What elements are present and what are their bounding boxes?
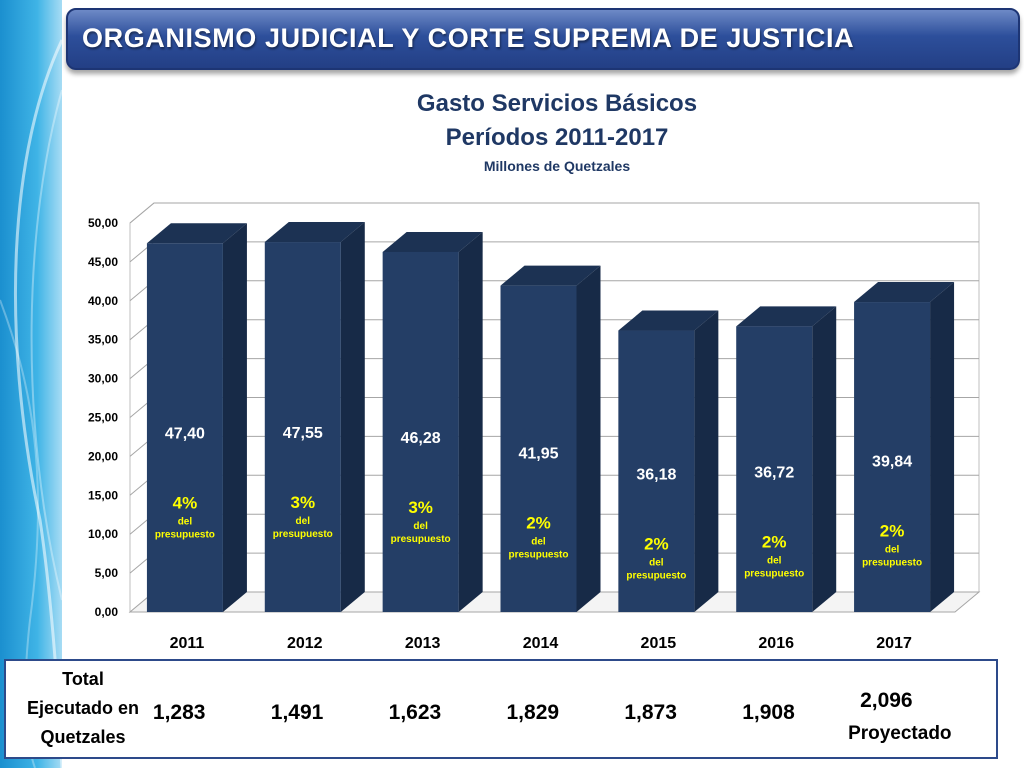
bar-percent-sub-label: del — [649, 558, 664, 569]
x-tick-label: 2015 — [641, 635, 677, 652]
bar-percent-sub-label: del — [885, 544, 900, 555]
totals-label-line: Total — [62, 669, 104, 689]
page-title: ORGANISMO JUDICIAL Y CORTE SUPREMA DE JU… — [82, 23, 855, 53]
bar-chart: 0,00 5,00 10,00 15,00 20,00 25,00 30,00 35,00 40… — [88, 202, 981, 652]
bar-top — [382, 231, 483, 252]
bar-top — [618, 310, 719, 331]
bar-value-label: 47,55 — [283, 425, 323, 442]
totals-label-line: Ejecutado en — [26, 698, 140, 718]
bar-percent-sub-label: presupuesto — [273, 529, 333, 540]
bar — [500, 285, 577, 612]
gridline — [129, 202, 979, 224]
bar-percent-sub-label: del — [178, 517, 193, 528]
y-tick-label: 35,00 — [88, 333, 118, 347]
bar-value-label: 39,84 — [872, 453, 912, 470]
bar-percent-sub-label: del — [767, 556, 782, 567]
y-tick-label: 20,00 — [88, 449, 118, 463]
totals-label-line: Quetzales — [40, 727, 126, 747]
bar-percent-sub-label: presupuesto — [744, 569, 804, 580]
y-tick-label: 15,00 — [88, 488, 118, 502]
bar-value-label: 36,72 — [754, 465, 794, 482]
bar-percent-sub-label: del — [413, 521, 428, 532]
bar-side — [812, 306, 837, 612]
bar-top — [736, 306, 837, 327]
bar — [736, 326, 813, 612]
bar-percent-label: 2% — [644, 535, 669, 554]
y-tick-label: 40,00 — [88, 294, 118, 308]
bar-top — [264, 222, 365, 243]
bar-percent-sub-label: presupuesto — [508, 550, 568, 561]
total-value-2013: 1,623 — [388, 701, 442, 724]
bar — [264, 242, 341, 612]
y-tick-label: 25,00 — [88, 411, 118, 425]
y-tick-label: 50,00 — [88, 216, 118, 230]
bar-side — [458, 231, 483, 613]
bar-side — [576, 265, 601, 612]
x-tick-label: 2017 — [876, 635, 912, 652]
chart-period-title: Períodos 2011-2017 — [445, 124, 669, 151]
total-value-2017: 2,096 — [860, 689, 913, 712]
y-tick-label: 30,00 — [88, 372, 118, 386]
bar — [146, 243, 223, 612]
bar-side — [694, 310, 719, 612]
totals-table: Total Ejecutado en Quetzales 1,283 1,491… — [4, 659, 998, 759]
bar — [382, 251, 459, 613]
x-tick-label: 2016 — [758, 635, 794, 652]
chart-unit-subtitle: Millones de Quetzales — [483, 158, 631, 174]
bar-percent-label: 2% — [762, 533, 787, 552]
bar — [618, 330, 695, 612]
bar-side — [930, 282, 955, 612]
bar-percent-label: 2% — [526, 514, 551, 533]
bar-top — [854, 282, 955, 303]
y-tick-label: 10,00 — [88, 527, 118, 541]
x-tick-label: 2012 — [287, 635, 323, 652]
bar-percent-sub-label: del — [531, 537, 546, 548]
chart-title: Gasto Servicios Básicos — [416, 90, 698, 117]
y-tick-label: 5,00 — [95, 566, 119, 580]
y-tick-label: 0,00 — [95, 605, 119, 619]
title-banner: ORGANISMO JUDICIAL Y CORTE SUPREMA DE JU… — [66, 8, 1020, 70]
bar-side — [222, 223, 247, 612]
bar-percent-sub-label: presupuesto — [391, 534, 451, 545]
total-value-2012: 1,491 — [270, 701, 324, 724]
bar-percent-label: 2% — [880, 521, 905, 540]
x-tick-label: 2013 — [405, 635, 441, 652]
x-tick-label: 2014 — [523, 635, 559, 652]
decorative-side-panel — [0, 0, 62, 768]
bar-percent-sub-label: del — [296, 516, 311, 527]
bar-percent-label: 3% — [408, 498, 433, 517]
projected-note: Proyectado — [848, 723, 952, 744]
bar-percent-label: 4% — [173, 494, 198, 513]
total-value-2015: 1,873 — [624, 701, 677, 724]
bar — [854, 302, 931, 612]
bar-percent-sub-label: presupuesto — [862, 557, 922, 568]
bar-top — [500, 265, 601, 286]
y-tick-label: 45,00 — [88, 255, 118, 269]
bar-value-label: 46,28 — [401, 430, 441, 447]
x-tick-label: 2011 — [170, 635, 205, 652]
total-value-2011: 1,283 — [152, 701, 206, 724]
bar-percent-label: 3% — [290, 493, 315, 512]
bar-percent-sub-label: presupuesto — [155, 530, 215, 541]
bar-value-label: 36,18 — [636, 467, 676, 484]
bar-value-label: 47,40 — [165, 426, 205, 443]
bar-value-label: 41,95 — [518, 446, 558, 463]
bar-percent-sub-label: presupuesto — [626, 571, 686, 582]
totals-row-label: Total Ejecutado en Quetzales — [10, 665, 156, 752]
bar-top — [146, 223, 247, 244]
bar-side — [340, 222, 365, 612]
total-value-2016: 1,908 — [742, 701, 795, 724]
total-value-2014: 1,829 — [506, 701, 560, 724]
